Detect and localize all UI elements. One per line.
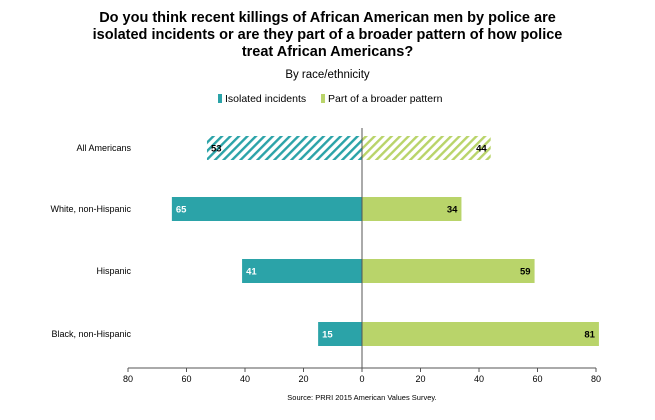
category-label: White, non-Hispanic [50, 204, 131, 214]
category-label: Black, non-Hispanic [51, 329, 131, 339]
source-note: Source: PRRI 2015 American Values Survey… [287, 393, 437, 402]
x-tick-label: 40 [240, 374, 250, 384]
title-line: Do you think recent killings of African … [99, 10, 556, 26]
data-label-isolated: 53 [211, 144, 222, 155]
bar-broader [362, 259, 535, 283]
legend-swatch-broader [321, 94, 325, 103]
data-label-broader: 81 [584, 330, 595, 341]
bar-broader [362, 322, 599, 346]
x-tick-label: 80 [591, 374, 601, 384]
legend-label-broader: Part of a broader pattern [328, 93, 443, 105]
bar-isolated [171, 197, 362, 221]
x-tick-label: 80 [123, 374, 133, 384]
chart-title: Do you think recent killings of African … [0, 10, 655, 61]
x-tick-label: 60 [181, 374, 191, 384]
bar-isolated [242, 259, 362, 283]
legend-item-broader: Part of a broader pattern [321, 93, 442, 105]
legend-label-isolated: Isolated incidents [225, 93, 307, 105]
legend-swatch-isolated [218, 94, 222, 103]
category-label: All Americans [76, 143, 131, 153]
data-label-broader: 44 [476, 144, 487, 155]
x-tick-label: 60 [532, 374, 542, 384]
data-label-isolated: 41 [246, 267, 257, 278]
data-label-isolated: 15 [322, 330, 333, 341]
x-tick-label: 0 [359, 374, 364, 384]
title-line: isolated incidents or are they part of a… [92, 27, 563, 43]
bar-broader [362, 136, 491, 160]
x-tick-label: 40 [474, 374, 484, 384]
category-label: Hispanic [96, 266, 131, 276]
data-label-broader: 59 [520, 267, 531, 278]
x-tick-label: 20 [298, 374, 308, 384]
bar-isolated [206, 136, 362, 160]
data-label-broader: 34 [447, 205, 458, 216]
x-tick-label: 20 [415, 374, 425, 384]
legend-item-isolated: Isolated incidents [218, 93, 306, 105]
legend: Isolated incidents Part of a broader pat… [0, 93, 655, 109]
title-line: treat African Americans? [241, 44, 414, 60]
bar-isolated [318, 322, 362, 346]
bar-broader [362, 197, 462, 221]
chart-subtitle: By race/ethnicity [285, 69, 370, 81]
data-label-isolated: 65 [176, 205, 187, 216]
